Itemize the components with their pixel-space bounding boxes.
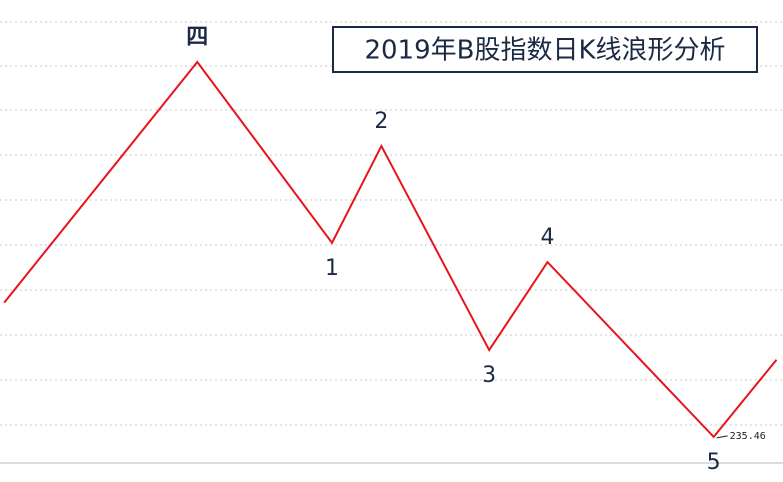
wave-label: 5 bbox=[707, 450, 721, 475]
annotation-arrow bbox=[716, 435, 728, 439]
wave-label: 4 bbox=[541, 225, 555, 250]
wave-line bbox=[3, 60, 778, 439]
chart-title: 2019年B股指数日K线浪形分析 bbox=[364, 36, 725, 66]
low-value-label: 235.46 bbox=[730, 431, 766, 442]
wave-label: 2 bbox=[374, 109, 388, 134]
title-box bbox=[332, 26, 758, 73]
background-grid bbox=[0, 21, 783, 464]
wave-label: 3 bbox=[482, 363, 496, 388]
wave-label: 1 bbox=[325, 256, 339, 281]
wave-label: 四 bbox=[186, 24, 208, 50]
